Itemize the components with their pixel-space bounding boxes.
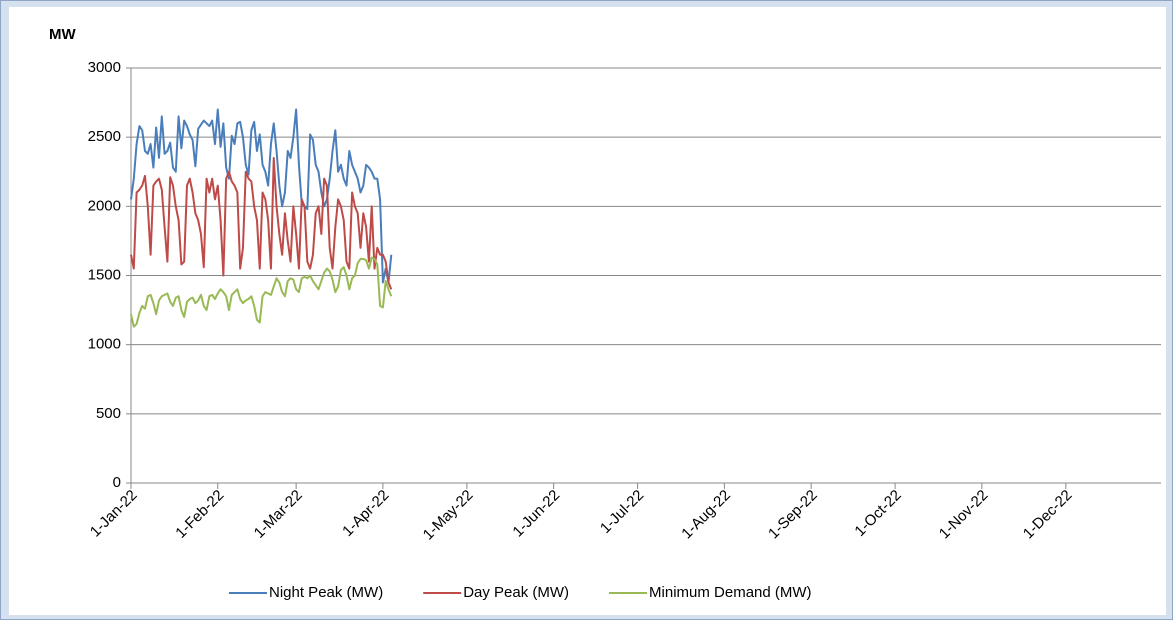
x-tick-label: 1-Nov-22 — [936, 487, 992, 543]
y-tick-label: 2000 — [88, 197, 121, 214]
legend-label: Minimum Demand (MW) — [649, 584, 812, 601]
x-tick-label: 1-Jan-22 — [87, 487, 141, 541]
x-tick-label: 1-Feb-22 — [172, 487, 227, 542]
y-tick-label: 1000 — [88, 336, 121, 353]
x-tick-label: 1-Mar-22 — [251, 487, 306, 542]
x-tick-label: 1-Jul-22 — [597, 487, 647, 537]
y-tick-label: 1500 — [88, 266, 121, 283]
x-tick-label: 1-Aug-22 — [678, 487, 734, 543]
y-tick-label: 2500 — [88, 128, 121, 145]
line — [130, 156, 393, 290]
y-tick-label: 0 — [113, 474, 121, 491]
legend-label: Day Peak (MW) — [463, 584, 569, 601]
x-tick-label: 1-Oct-22 — [851, 487, 904, 540]
x-tick-label: 1-Apr-22 — [339, 487, 392, 540]
y-tick-label: 3000 — [88, 59, 121, 76]
y-tick-label: 500 — [96, 405, 121, 422]
legend-label: Night Peak (MW) — [269, 584, 383, 601]
x-tick-label: 1-Dec-22 — [1020, 487, 1076, 543]
line — [130, 108, 393, 284]
y-axis-label: MW — [49, 26, 76, 43]
legend: Night Peak (MW) Day Peak (MW) Minimum Dema… — [229, 584, 812, 601]
line — [130, 256, 393, 328]
x-tick-label: 1-May-22 — [420, 487, 477, 544]
x-tick-label: 1-Sep-22 — [765, 487, 821, 543]
chart: MW 0 500 1000 1500 2000 2500 3000 1-Jan-22 1-Feb… — [9, 7, 1166, 615]
x-tick-label: 1-Jun-22 — [509, 487, 563, 541]
